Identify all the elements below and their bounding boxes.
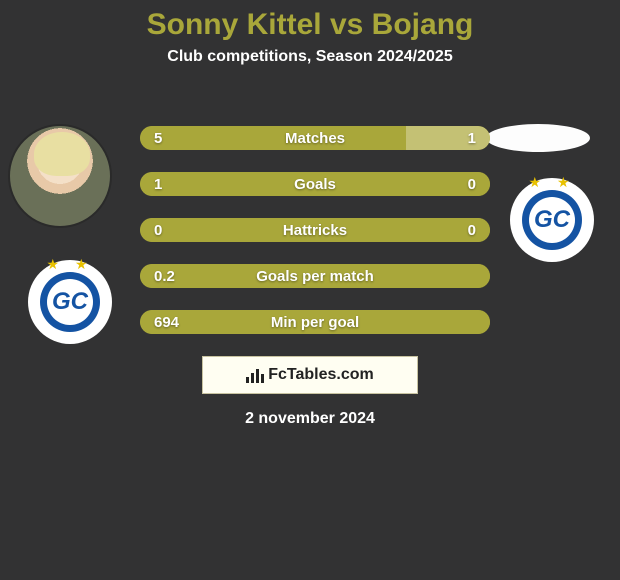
club-badge-right: ★ ★ GC bbox=[510, 178, 594, 262]
stat-label: Goals per match bbox=[140, 268, 490, 285]
stars-icon: ★ ★ bbox=[28, 256, 112, 273]
stat-row: 51Matches bbox=[140, 126, 490, 150]
player-left-avatar bbox=[8, 124, 112, 228]
date-line: 2 november 2024 bbox=[0, 410, 620, 428]
club-initials-right: GC bbox=[534, 206, 570, 234]
club-logo-right: GC bbox=[522, 190, 582, 250]
bar-chart-icon bbox=[246, 367, 264, 383]
stat-label: Hattricks bbox=[140, 222, 490, 239]
club-logo-left: GC bbox=[40, 272, 100, 332]
brand-text: FcTables.com bbox=[268, 366, 374, 384]
stat-label: Goals bbox=[140, 176, 490, 193]
subtitle: Club competitions, Season 2024/2025 bbox=[0, 48, 620, 66]
club-badge-left: ★ ★ GC bbox=[28, 260, 112, 344]
page-title: Sonny Kittel vs Bojang bbox=[0, 0, 620, 42]
stat-rows-container: 51Matches 10Goals 00Hattricks 0.2Goals per … bbox=[140, 126, 490, 356]
stat-row: 10Goals bbox=[140, 172, 490, 196]
stat-row: 00Hattricks bbox=[140, 218, 490, 242]
stat-label: Matches bbox=[140, 130, 490, 147]
brand-box[interactable]: FcTables.com bbox=[202, 356, 418, 394]
player-right-avatar bbox=[486, 124, 590, 152]
stat-row: 0.2Goals per match bbox=[140, 264, 490, 288]
stat-row: 694Min per goal bbox=[140, 310, 490, 334]
stars-icon: ★ ★ bbox=[510, 174, 594, 191]
club-initials-left: GC bbox=[52, 288, 88, 316]
stat-label: Min per goal bbox=[140, 314, 490, 331]
